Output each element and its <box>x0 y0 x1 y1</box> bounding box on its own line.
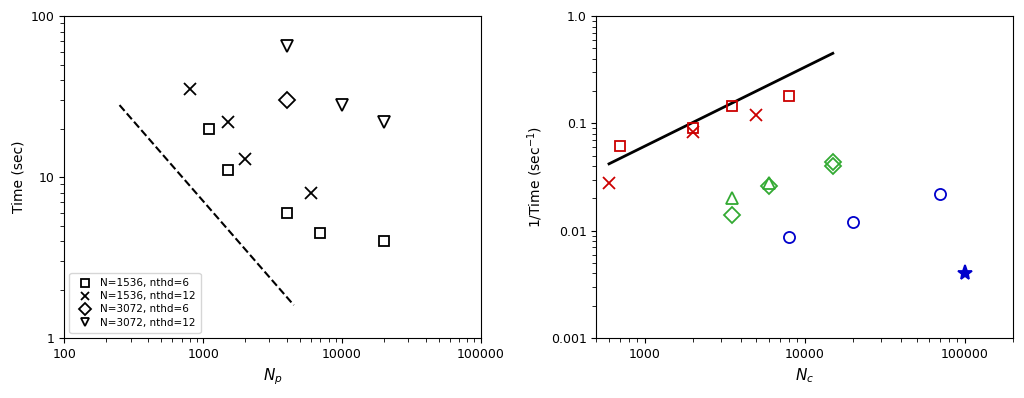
Legend: N=1536, nthd=6, N=1536, nthd=12, N=3072, nthd=6, N=3072, nthd=12: N=1536, nthd=6, N=1536, nthd=12, N=3072,… <box>70 273 201 333</box>
X-axis label: $N_c$: $N_c$ <box>795 366 814 385</box>
X-axis label: $N_p$: $N_p$ <box>263 366 283 387</box>
Y-axis label: Time (sec): Time (sec) <box>11 141 26 213</box>
Y-axis label: 1/Time (sec$^{-1}$): 1/Time (sec$^{-1}$) <box>525 126 545 228</box>
